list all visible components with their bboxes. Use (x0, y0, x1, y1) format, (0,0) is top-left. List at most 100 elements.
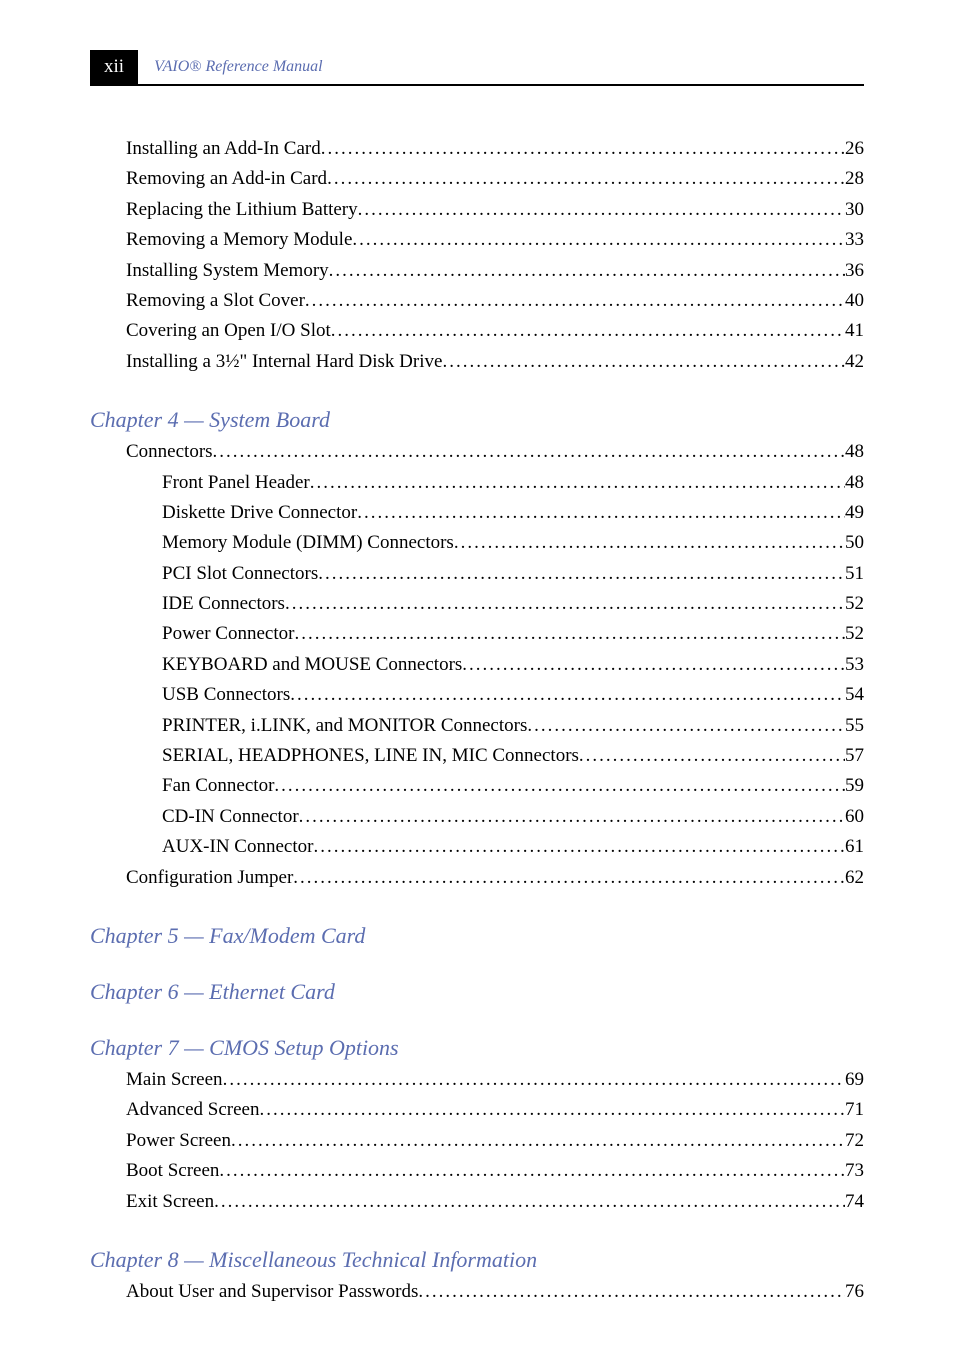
chapter-heading[interactable]: Chapter 8 — Miscellaneous Technical Info… (90, 1247, 864, 1273)
toc-entry-label: Main Screen (126, 1065, 223, 1095)
toc-leader-dots (259, 1095, 845, 1125)
toc-entry-label: Power Connector (162, 619, 294, 649)
table-of-contents: Installing an Add-In Card 26Removing an … (90, 134, 864, 1307)
page-number-roman: xii (90, 50, 138, 84)
toc-leader-dots (357, 498, 845, 528)
toc-entry[interactable]: Removing an Add-in Card 28 (126, 164, 864, 194)
toc-entry[interactable]: KEYBOARD and MOUSE Connectors 53 (162, 650, 864, 680)
toc-leader-dots (299, 802, 845, 832)
toc-entry-label: About User and Supervisor Passwords (126, 1277, 418, 1307)
toc-entry[interactable]: PRINTER, i.LINK, and MONITOR Connectors … (162, 711, 864, 741)
toc-entry-label: Configuration Jumper (126, 863, 293, 893)
toc-leader-dots (442, 347, 845, 377)
toc-entry-label: AUX-IN Connector (162, 832, 313, 862)
toc-entry-page: 28 (845, 164, 864, 194)
toc-entry[interactable]: Diskette Drive Connector 49 (162, 498, 864, 528)
toc-leader-dots (329, 256, 845, 286)
toc-entry-page: 51 (845, 559, 864, 589)
toc-entry-page: 42 (845, 347, 864, 377)
page-container: xii VAIO® Reference Manual Installing an… (0, 0, 954, 1369)
chapter-heading[interactable]: Chapter 6 — Ethernet Card (90, 979, 864, 1005)
toc-entry-page: 60 (845, 802, 864, 832)
toc-entry-page: 36 (845, 256, 864, 286)
toc-leader-dots (310, 468, 845, 498)
toc-entry-page: 62 (845, 863, 864, 893)
toc-entry-label: IDE Connectors (162, 589, 285, 619)
toc-leader-dots (527, 711, 845, 741)
toc-entry[interactable]: Boot Screen 73 (126, 1156, 864, 1186)
toc-entry[interactable]: Main Screen 69 (126, 1065, 864, 1095)
toc-entry-page: 59 (845, 771, 864, 801)
toc-entry-label: Connectors (126, 437, 213, 467)
toc-leader-dots (214, 1187, 845, 1217)
toc-entry[interactable]: Front Panel Header 48 (162, 468, 864, 498)
chapter-heading[interactable]: Chapter 7 — CMOS Setup Options (90, 1035, 864, 1061)
toc-leader-dots (294, 619, 845, 649)
toc-entry-label: Installing System Memory (126, 256, 329, 286)
toc-entry[interactable]: Installing a 3½" Internal Hard Disk Driv… (126, 347, 864, 377)
toc-leader-dots (454, 528, 845, 558)
toc-entry-label: Fan Connector (162, 771, 274, 801)
toc-entry[interactable]: Memory Module (DIMM) Connectors 50 (162, 528, 864, 558)
toc-leader-dots (352, 225, 845, 255)
toc-entry-label: Installing a 3½" Internal Hard Disk Driv… (126, 347, 442, 377)
toc-entry-label: PCI Slot Connectors (162, 559, 318, 589)
toc-entry[interactable]: Removing a Memory Module 33 (126, 225, 864, 255)
toc-entry[interactable]: SERIAL, HEADPHONES, LINE IN, MIC Connect… (162, 741, 864, 771)
chapter-heading[interactable]: Chapter 4 — System Board (90, 407, 864, 433)
toc-entry-page: 52 (845, 619, 864, 649)
chapter-heading[interactable]: Chapter 5 — Fax/Modem Card (90, 923, 864, 949)
toc-leader-dots (313, 832, 845, 862)
toc-entry-page: 48 (845, 437, 864, 467)
toc-entry-label: PRINTER, i.LINK, and MONITOR Connectors (162, 711, 527, 741)
toc-entry-label: Replacing the Lithium Battery (126, 195, 358, 225)
toc-entry[interactable]: Replacing the Lithium Battery 30 (126, 195, 864, 225)
toc-section: Chapter 7 — CMOS Setup Options Main Scree… (90, 1035, 864, 1217)
toc-entry[interactable]: About User and Supervisor Passwords 76 (126, 1277, 864, 1307)
toc-entry-label: Installing an Add-In Card (126, 134, 321, 164)
toc-entry-label: Power Screen (126, 1126, 231, 1156)
toc-entry-page: 53 (845, 650, 864, 680)
toc-entry[interactable]: AUX-IN Connector 61 (162, 832, 864, 862)
toc-entry[interactable]: USB Connectors 54 (162, 680, 864, 710)
toc-entry[interactable]: Installing System Memory 36 (126, 256, 864, 286)
toc-entry[interactable]: Fan Connector 59 (162, 771, 864, 801)
toc-entry-label: CD-IN Connector (162, 802, 299, 832)
toc-entry-label: Removing a Memory Module (126, 225, 352, 255)
toc-entry[interactable]: Power Connector 52 (162, 619, 864, 649)
toc-leader-dots (331, 316, 845, 346)
toc-entry[interactable]: Power Screen 72 (126, 1126, 864, 1156)
toc-entry-label: Front Panel Header (162, 468, 310, 498)
toc-entry[interactable]: CD-IN Connector 60 (162, 802, 864, 832)
toc-entry-label: Advanced Screen (126, 1095, 259, 1125)
toc-leader-dots (290, 680, 845, 710)
toc-entry-page: 57 (845, 741, 864, 771)
toc-entry[interactable]: IDE Connectors 52 (162, 589, 864, 619)
toc-entry[interactable]: Configuration Jumper 62 (126, 863, 864, 893)
toc-leader-dots (285, 589, 845, 619)
toc-entry-page: 55 (845, 711, 864, 741)
toc-entry[interactable]: Connectors 48 (126, 437, 864, 467)
toc-leader-dots (321, 134, 845, 164)
toc-entry-page: 69 (845, 1065, 864, 1095)
toc-leader-dots (305, 286, 845, 316)
toc-entry-label: USB Connectors (162, 680, 290, 710)
toc-entry-page: 49 (845, 498, 864, 528)
toc-entry-page: 72 (845, 1126, 864, 1156)
toc-section: Chapter 5 — Fax/Modem Card (90, 923, 864, 949)
header-title: VAIO® Reference Manual (138, 50, 323, 84)
toc-entry[interactable]: Installing an Add-In Card 26 (126, 134, 864, 164)
toc-entry-label: KEYBOARD and MOUSE Connectors (162, 650, 462, 680)
toc-entry[interactable]: Exit Screen 74 (126, 1187, 864, 1217)
toc-leader-dots (418, 1277, 845, 1307)
toc-entry[interactable]: Covering an Open I/O Slot 41 (126, 316, 864, 346)
toc-entry-label: Diskette Drive Connector (162, 498, 357, 528)
toc-leader-dots (327, 164, 845, 194)
toc-entry[interactable]: Removing a Slot Cover 40 (126, 286, 864, 316)
toc-entry-page: 74 (845, 1187, 864, 1217)
toc-entry[interactable]: Advanced Screen 71 (126, 1095, 864, 1125)
toc-leader-dots (223, 1065, 845, 1095)
toc-leader-dots (231, 1126, 845, 1156)
toc-entry[interactable]: PCI Slot Connectors 51 (162, 559, 864, 589)
toc-leader-dots (219, 1156, 845, 1186)
